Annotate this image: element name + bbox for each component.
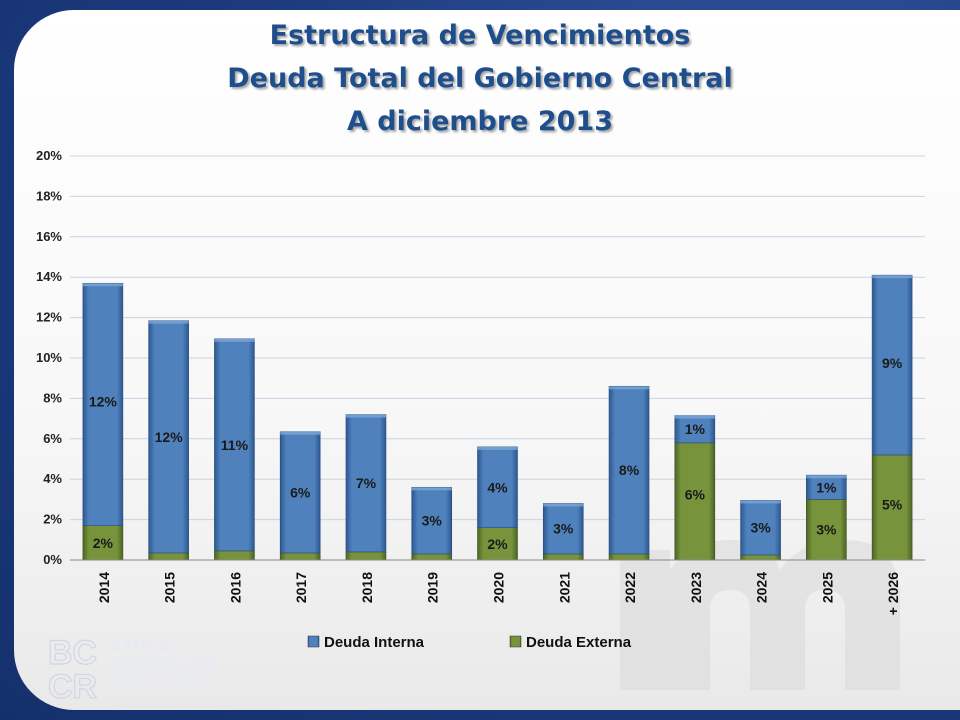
bar-top-highlight (280, 431, 321, 435)
bar-top-highlight (674, 415, 715, 419)
bar-top-highlight (609, 386, 650, 390)
bar-top-highlight (214, 338, 255, 342)
bar-deuda-interna (411, 486, 453, 555)
y-tick-label: 6% (43, 431, 62, 446)
x-tick-label: 2018 (359, 572, 375, 603)
y-tick-label: 16% (36, 229, 62, 244)
bar-deuda-externa (214, 550, 255, 561)
x-tick-label: 2017 (293, 572, 309, 603)
legend-label-deuda-interna: Deuda Interna (324, 634, 425, 651)
x-tick-label: 2020 (491, 572, 507, 603)
y-tick-label: 20% (36, 148, 62, 163)
y-tick-label: 12% (36, 310, 62, 325)
x-tick-label: 2019 (425, 572, 441, 603)
bar-deuda-interna (871, 274, 913, 456)
bar-deuda-externa (477, 527, 518, 561)
bar-deuda-interna (279, 431, 321, 554)
logo-mark-bottom: CR (47, 668, 98, 706)
x-tick-label: + 2026 (885, 572, 901, 615)
y-tick-label: 14% (36, 269, 62, 284)
data-label-deuda-interna: 1% (685, 421, 706, 437)
data-label-deuda-interna: 12% (89, 393, 118, 409)
legend-label-deuda-externa: Deuda Externa (526, 634, 632, 651)
bar-deuda-interna (806, 474, 847, 500)
bar-top-highlight (740, 500, 781, 504)
bar-top-highlight (411, 487, 452, 491)
x-tick-label: 2016 (227, 572, 243, 603)
data-label-deuda-interna: 3% (422, 513, 443, 529)
logo-name-line-3: COSTA RICA (110, 674, 213, 691)
logo-mark-top: BC (47, 634, 98, 672)
data-label-deuda-externa: 2% (487, 536, 508, 552)
bar-deuda-externa (279, 552, 321, 561)
title-line-2: Deuda Total del Gobierno Central (227, 63, 733, 94)
bar-deuda-interna (345, 414, 387, 553)
logo-name: BANCO CENTRAL DE COSTA RICA (110, 638, 218, 692)
y-tick-label: 0% (43, 552, 62, 567)
data-label-deuda-externa: 6% (685, 486, 706, 502)
y-tick-label: 10% (36, 350, 62, 365)
data-label-deuda-interna: 9% (882, 355, 903, 371)
bar-deuda-externa (148, 552, 189, 561)
data-label-deuda-interna: 4% (487, 479, 508, 495)
data-label-deuda-externa: 3% (816, 522, 837, 538)
chart-title: Estructura de Vencimientos Deuda Total d… (0, 14, 960, 143)
data-label-deuda-externa: 5% (882, 497, 903, 513)
data-label-deuda-interna: 3% (750, 520, 771, 536)
bar-deuda-externa (345, 551, 387, 561)
logo-name-line-1: BANCO (110, 638, 172, 655)
data-label-deuda-interna: 6% (290, 484, 311, 500)
title-line-3: A diciembre 2013 (346, 106, 614, 137)
bank-logo: BC CR BANCO CENTRAL DE COSTA RICA (40, 634, 240, 714)
x-tick-label: 2021 (556, 572, 572, 603)
legend-swatch-deuda-interna (307, 635, 320, 648)
bar-deuda-externa (82, 525, 124, 561)
title-line-1: Estructura de Vencimientos (269, 20, 691, 51)
bar-deuda-externa (674, 442, 716, 561)
bar-deuda-interna (214, 338, 255, 552)
x-tick-label: 2024 (754, 572, 770, 603)
bar-top-highlight (477, 446, 518, 450)
x-tick-label: 2023 (688, 572, 704, 603)
data-label-deuda-externa: 2% (93, 535, 114, 551)
x-tick-label: 2015 (162, 572, 178, 603)
x-tick-label: 2025 (819, 572, 835, 603)
watermark-m-icon (620, 540, 900, 690)
y-tick-label: 18% (36, 188, 62, 203)
legend-swatch-deuda-externa (509, 635, 522, 648)
bar-deuda-externa (542, 553, 584, 561)
bar-top-highlight (345, 414, 386, 418)
data-label-deuda-interna: 8% (619, 462, 640, 478)
bar-top-highlight (543, 503, 584, 507)
y-tick-label: 4% (43, 471, 62, 486)
bar-deuda-externa (740, 554, 781, 561)
data-label-deuda-interna: 12% (155, 429, 184, 445)
y-tick-label: 2% (43, 512, 62, 527)
bar-top-highlight (148, 320, 189, 324)
data-label-deuda-interna: 7% (356, 475, 377, 491)
bar-top-highlight (806, 475, 847, 479)
data-label-deuda-interna: 3% (553, 521, 574, 537)
bar-deuda-externa (411, 553, 453, 561)
bar-top-highlight (82, 283, 123, 287)
bar-deuda-interna (148, 320, 189, 554)
bar-deuda-externa (608, 553, 650, 561)
data-label-deuda-interna: 11% (221, 437, 249, 453)
bar-top-highlight (872, 275, 913, 279)
data-label-deuda-interna: 1% (816, 479, 837, 495)
bar-deuda-interna (477, 446, 518, 528)
bar-deuda-externa (871, 454, 913, 561)
bar-deuda-interna (674, 415, 716, 444)
bar-deuda-interna (82, 282, 124, 526)
x-tick-label: 2014 (96, 572, 112, 603)
y-tick-label: 8% (43, 390, 62, 405)
logo-name-line-2: CENTRAL DE (110, 656, 218, 673)
x-tick-label: 2022 (622, 572, 638, 603)
